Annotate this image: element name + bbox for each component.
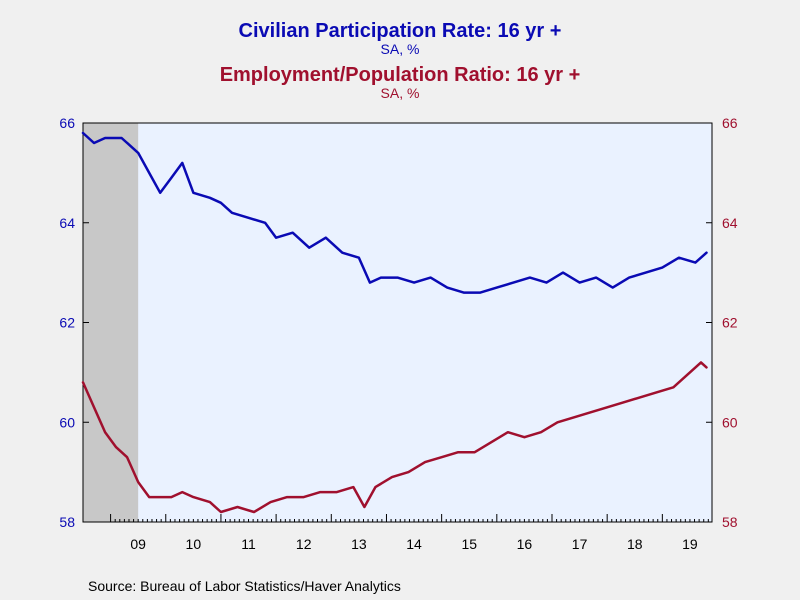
chart-title-participation: Civilian Participation Rate: 16 yr +: [238, 20, 562, 42]
y-tick-label-right: 66: [722, 115, 738, 131]
chart-subtitle-participation: SA, %: [380, 41, 420, 57]
y-tick-label-right: 64: [722, 215, 738, 231]
y-tick-label-left: 66: [59, 115, 75, 131]
x-tick-label: 16: [517, 536, 533, 552]
y-tick-label-left: 62: [59, 315, 75, 331]
chart-subtitle-employment: SA, %: [380, 85, 420, 101]
y-tick-label-left: 58: [59, 514, 75, 530]
x-tick-label: 10: [186, 536, 202, 552]
x-tick-label: 19: [682, 536, 698, 552]
series-line-employment-population-ratio: [81, 361, 708, 514]
x-tick-label: 12: [296, 536, 312, 552]
x-tick-label: 18: [627, 536, 643, 552]
chart-title-employment: Employment/Population Ratio: 16 yr +: [219, 64, 581, 86]
x-tick-label: 11: [241, 536, 256, 552]
y-tick-label-left: 60: [59, 414, 75, 430]
plot-area: [83, 123, 712, 522]
y-tick-label-right: 62: [722, 315, 738, 331]
y-tick-label-right: 58: [722, 514, 738, 530]
y-tick-label-right: 60: [722, 414, 738, 430]
source-note: Source: Bureau of Labor Statistics/Haver…: [88, 578, 401, 594]
x-tick-label: 13: [351, 536, 367, 552]
y-tick-label-left: 64: [59, 215, 75, 231]
x-tick-label: 17: [572, 536, 588, 552]
x-tick-label: 15: [461, 536, 477, 552]
x-tick-label: 14: [406, 536, 422, 552]
recession-band: [83, 123, 139, 522]
x-tick-label: 09: [130, 536, 146, 552]
series-line-participation-rate: [81, 131, 708, 294]
